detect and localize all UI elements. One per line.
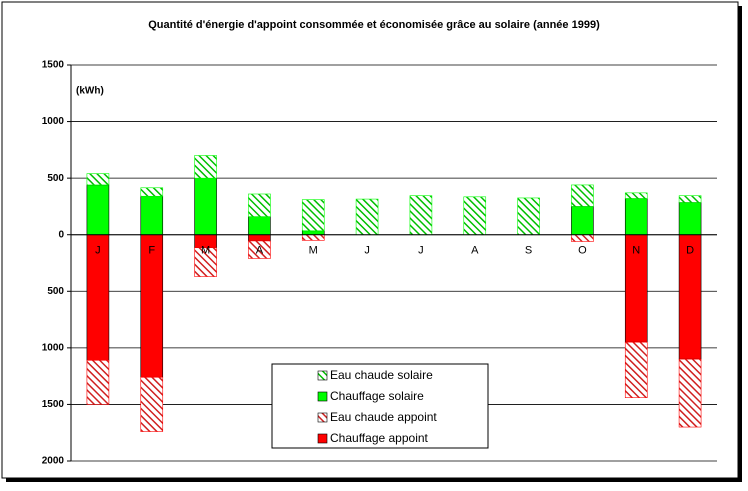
bar-segment bbox=[248, 193, 271, 217]
bar-segment bbox=[301, 230, 325, 236]
bar-segment bbox=[194, 155, 217, 179]
x-tick-label: M bbox=[201, 245, 210, 257]
x-tick-label: J bbox=[364, 245, 370, 257]
bar-segment bbox=[194, 177, 217, 236]
bar-segment bbox=[86, 184, 110, 236]
y-axis-label: (kWh) bbox=[76, 86, 104, 97]
bar-segment bbox=[86, 360, 110, 405]
bar-segment bbox=[248, 240, 271, 259]
legend-swatch bbox=[317, 433, 328, 444]
legend-box bbox=[271, 363, 489, 449]
legend-swatch bbox=[317, 370, 328, 381]
x-tick-label: N bbox=[632, 245, 640, 257]
bar-segment bbox=[86, 173, 110, 186]
x-tick-label: D bbox=[686, 245, 694, 257]
x-tick-label: O bbox=[578, 245, 587, 257]
bar-segment bbox=[624, 341, 648, 398]
bar-segment bbox=[678, 202, 702, 236]
bar-segment bbox=[571, 206, 594, 236]
x-tick-label: A bbox=[471, 245, 479, 257]
bar-segment bbox=[301, 199, 325, 232]
x-tick-label: J bbox=[418, 245, 424, 257]
bar-segment bbox=[140, 187, 164, 197]
bar-segment bbox=[517, 197, 540, 236]
bar-segment bbox=[355, 198, 379, 236]
chart-title: Quantité d'énergie d'appoint consommée e… bbox=[148, 19, 600, 31]
bar-segment bbox=[571, 184, 594, 207]
x-tick-label: F bbox=[148, 245, 155, 257]
bar-segment bbox=[194, 247, 217, 277]
legend-swatch bbox=[317, 412, 328, 423]
y-tick-label: 1000 bbox=[42, 116, 65, 127]
bar-segment bbox=[409, 195, 433, 236]
y-tick-label: 1500 bbox=[42, 60, 65, 71]
bar-segment bbox=[571, 234, 594, 242]
bar-segment bbox=[140, 376, 164, 432]
bar-segment bbox=[678, 195, 702, 203]
x-tick-label: M bbox=[309, 245, 318, 257]
bar-segment bbox=[248, 234, 271, 242]
y-tick-label: 1500 bbox=[42, 399, 65, 410]
bar-segment bbox=[301, 234, 325, 241]
legend-swatch bbox=[317, 391, 328, 402]
x-tick-label: A bbox=[256, 245, 264, 257]
x-tick-label: S bbox=[525, 245, 532, 257]
bar-segment bbox=[678, 358, 702, 428]
legend-label: Chauffage appoint bbox=[330, 431, 429, 445]
bar-segment bbox=[624, 198, 648, 236]
legend-label: Chauffage solaire bbox=[330, 389, 424, 403]
bar-segment bbox=[624, 192, 648, 199]
y-tick-label: 2000 bbox=[42, 456, 65, 467]
x-tick-label: J bbox=[95, 245, 101, 257]
legend-label: Eau chaude solaire bbox=[330, 368, 433, 382]
y-tick-label: 500 bbox=[47, 286, 64, 297]
y-tick-label: 500 bbox=[47, 173, 64, 184]
y-tick-label: 0 bbox=[58, 229, 64, 240]
legend-label: Eau chaude appoint bbox=[330, 410, 437, 424]
bar-segment bbox=[248, 216, 271, 236]
y-tick-label: 1000 bbox=[42, 342, 65, 353]
bar-segment bbox=[463, 196, 487, 236]
bar-segment bbox=[140, 195, 164, 236]
